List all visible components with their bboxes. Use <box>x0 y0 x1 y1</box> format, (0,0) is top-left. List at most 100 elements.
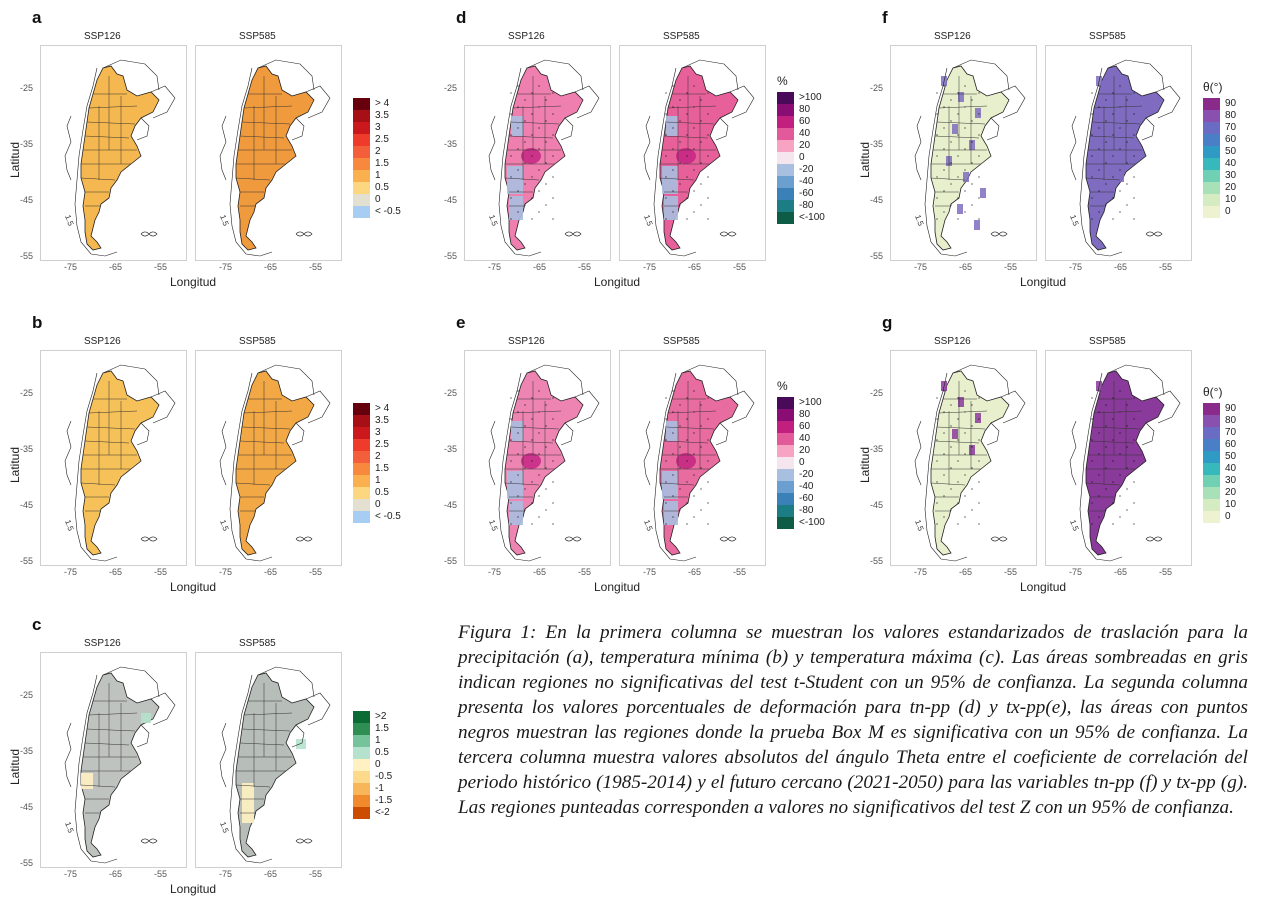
map-ssp126: 1.5 <box>40 652 187 868</box>
y-tick-label: -35 <box>444 444 457 454</box>
significance-dot <box>950 488 951 489</box>
legend-label: 10 <box>1225 500 1236 510</box>
significance-dot <box>552 481 553 482</box>
significance-dot <box>950 120 951 121</box>
islands-outline <box>991 537 1007 541</box>
significance-dot <box>978 523 979 524</box>
legend-label: 0 <box>1225 512 1231 522</box>
legend-label: 80 <box>1225 416 1236 426</box>
significance-dot <box>665 460 666 461</box>
islands-outline <box>141 232 157 236</box>
significance-dot <box>517 432 518 433</box>
legend-swatch <box>1203 511 1220 523</box>
legend-label: 80 <box>799 105 810 115</box>
x-tick-label: -55 <box>1004 567 1017 577</box>
neighbour-border <box>489 116 495 180</box>
y-tick-label: -55 <box>870 556 883 566</box>
legend-swatch <box>353 747 370 759</box>
significance-dot <box>964 211 965 212</box>
panel-label: c <box>32 615 41 635</box>
significance-dot <box>950 183 951 184</box>
contour-annotation: 1.5 <box>63 214 75 228</box>
y-tick-label: -25 <box>870 388 883 398</box>
legend-label: 70 <box>1225 123 1236 133</box>
significance-dot <box>964 85 965 86</box>
argentina-map: 1.5 <box>620 351 765 565</box>
significance-dot <box>707 218 708 219</box>
map-ssp585: 1.5 <box>619 350 766 566</box>
significance-dot <box>1112 523 1113 524</box>
significance-dot <box>686 460 687 461</box>
argentina-map: 1.5 <box>196 653 341 867</box>
significance-dot <box>707 460 708 461</box>
country-fill <box>1086 371 1164 555</box>
significance-dot <box>943 148 944 149</box>
legend-swatch <box>353 783 370 795</box>
y-tick-label: -45 <box>870 195 883 205</box>
map-ssp126: 1.5 <box>40 350 187 566</box>
legend-swatch <box>1203 439 1220 451</box>
significance-dot <box>957 113 958 114</box>
negative-region <box>662 471 678 499</box>
argentina-map: 1.5 <box>196 351 341 565</box>
significance-dot <box>971 141 972 142</box>
significance-dot <box>957 397 958 398</box>
significance-dot <box>672 453 673 454</box>
significance-dot <box>552 460 553 461</box>
significance-dot <box>517 411 518 412</box>
significance-dot <box>517 127 518 128</box>
significance-dot <box>693 127 694 128</box>
x-tick-label: -65 <box>959 262 972 272</box>
significance-dot <box>964 495 965 496</box>
significance-dot <box>517 148 518 149</box>
legend-swatch <box>353 194 370 206</box>
significance-dot <box>538 390 539 391</box>
country-fill <box>81 66 159 250</box>
significance-dot <box>686 197 687 198</box>
significance-dot <box>707 481 708 482</box>
significance-dot <box>1133 218 1134 219</box>
legend-label: 2 <box>375 452 381 462</box>
significance-dot <box>1091 113 1092 114</box>
angle-cell <box>952 429 958 439</box>
significance-dot <box>1105 404 1106 405</box>
y-tick-label: -25 <box>20 690 33 700</box>
y-tick-label: -55 <box>444 251 457 261</box>
significance-dot <box>1112 481 1113 482</box>
map-title: SSP126 <box>934 31 971 42</box>
map-title: SSP585 <box>1089 336 1126 347</box>
significance-dot <box>552 418 553 419</box>
argentina-map: 1.5 <box>891 351 1036 565</box>
x-tick-label: -55 <box>154 262 167 272</box>
significance-dot <box>1119 211 1120 212</box>
significance-dot <box>552 197 553 198</box>
significance-dot <box>545 509 546 510</box>
legend-label: 50 <box>1225 147 1236 157</box>
significance-dot <box>665 397 666 398</box>
x-tick-label: -55 <box>309 567 322 577</box>
significance-dot <box>943 127 944 128</box>
significance-dot <box>545 204 546 205</box>
x-tick-label: -55 <box>1004 262 1017 272</box>
significance-dot <box>957 92 958 93</box>
x-tick-label: -75 <box>64 869 77 879</box>
significance-dot <box>552 523 553 524</box>
legend-label: 60 <box>1225 440 1236 450</box>
contour-annotation: 1.5 <box>487 214 499 228</box>
legend-swatch <box>353 122 370 134</box>
significance-dot <box>978 197 979 198</box>
significance-dot <box>672 169 673 170</box>
legend-swatch <box>353 723 370 735</box>
significance-dot <box>707 134 708 135</box>
significance-dot <box>686 397 687 398</box>
y-tick-label: -45 <box>870 500 883 510</box>
panel-label: a <box>32 8 41 28</box>
significance-dot <box>538 190 539 191</box>
significance-dot <box>971 99 972 100</box>
panel-label: e <box>456 313 465 333</box>
significance-dot <box>957 481 958 482</box>
significance-dot <box>665 502 666 503</box>
angle-cell <box>1118 172 1124 182</box>
legend-swatch <box>353 511 370 523</box>
significance-dot <box>524 141 525 142</box>
